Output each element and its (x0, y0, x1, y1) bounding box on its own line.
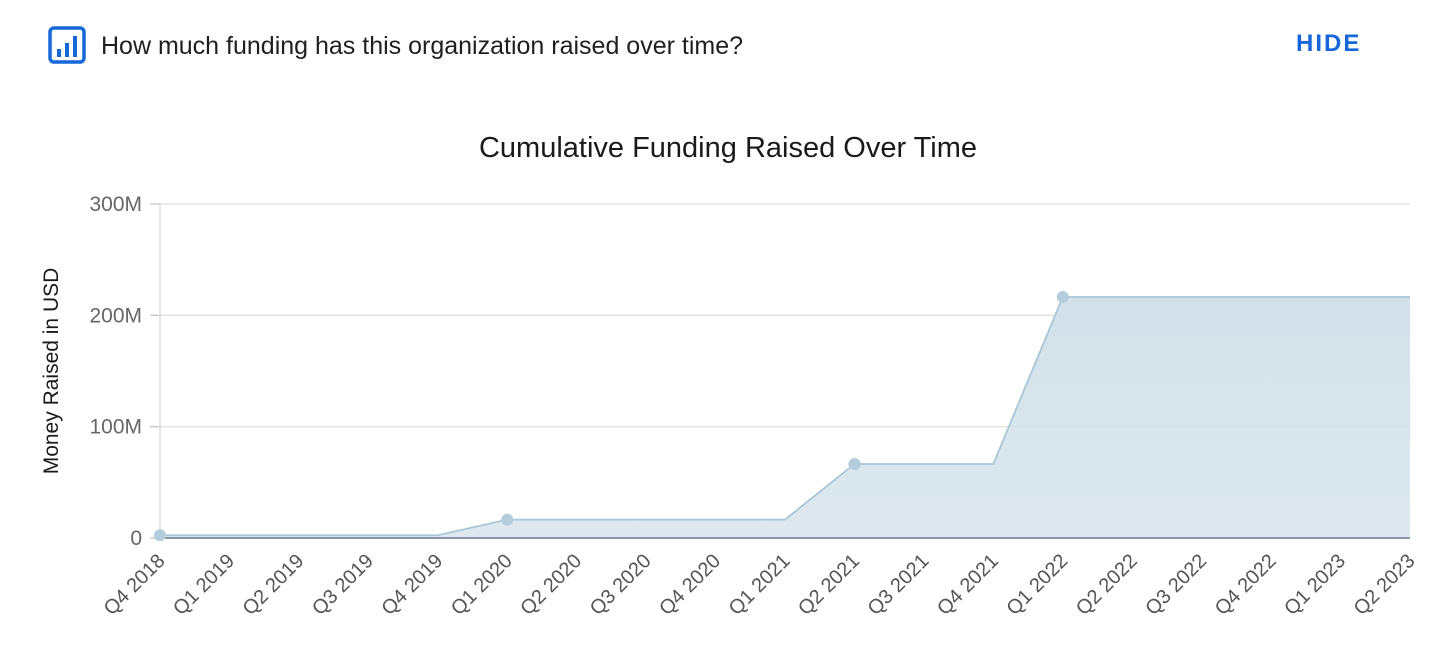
x-tick-label: Q1 2023 (1280, 550, 1350, 620)
x-tick-label: Q4 2021 (933, 550, 1003, 620)
data-point-marker[interactable] (1056, 290, 1069, 303)
series-line (160, 296, 1410, 537)
data-point-marker[interactable] (154, 529, 166, 542)
x-tick-labels: Q4 2018 Q1 2019 Q2 2019 Q3 2019 Q4 2019 Q1 20… (100, 550, 1420, 620)
x-tick-label: Q3 2020 (586, 550, 656, 620)
x-tick-label: Q1 2019 (169, 550, 239, 620)
x-tick-label: Q2 2020 (516, 550, 586, 620)
data-point-marker[interactable] (501, 513, 514, 526)
series-area-fill (160, 296, 1410, 538)
x-tick-label: Q3 2022 (1141, 550, 1211, 620)
x-tick-label: Q2 2022 (1072, 550, 1142, 620)
series-area (160, 296, 1410, 538)
x-tick-label: Q4 2019 (377, 550, 447, 620)
funding-question: How much funding has this organization r… (101, 32, 744, 60)
x-tick-label: Q4 2018 (100, 550, 170, 620)
y-tick-label: 100M (89, 416, 142, 439)
x-tick-label: Q1 2020 (447, 550, 517, 620)
x-tick-label: Q4 2022 (1211, 550, 1281, 620)
axes (159, 204, 1410, 539)
y-tick-label: 300M (89, 193, 142, 216)
data-point-marker[interactable] (848, 457, 861, 470)
chart-title: Cumulative Funding Raised Over Time (479, 132, 977, 164)
y-tick-label: 200M (89, 304, 142, 327)
hide-button[interactable]: HIDE (1290, 28, 1367, 60)
x-tick-label: Q4 2020 (655, 550, 725, 620)
chart-header: How much funding has this organization r… (0, 0, 1456, 90)
x-tick-label: Q3 2019 (308, 550, 378, 620)
x-tick-label: Q1 2021 (725, 550, 795, 620)
x-tick-label: Q2 2021 (794, 550, 864, 620)
y-tick-labels: 0 100M 200M 300M (89, 193, 142, 550)
x-tick-label: Q3 2021 (864, 550, 934, 620)
series-markers (154, 290, 1069, 542)
y-tick-label: 0 (130, 527, 142, 550)
bar-chart-icon (48, 26, 86, 64)
x-tick-label: Q2 2023 (1350, 550, 1420, 620)
x-tick-label: Q2 2019 (239, 550, 309, 620)
y-axis-title: Money Raised in USD (40, 268, 63, 475)
x-tick-label: Q1 2022 (1002, 550, 1072, 620)
